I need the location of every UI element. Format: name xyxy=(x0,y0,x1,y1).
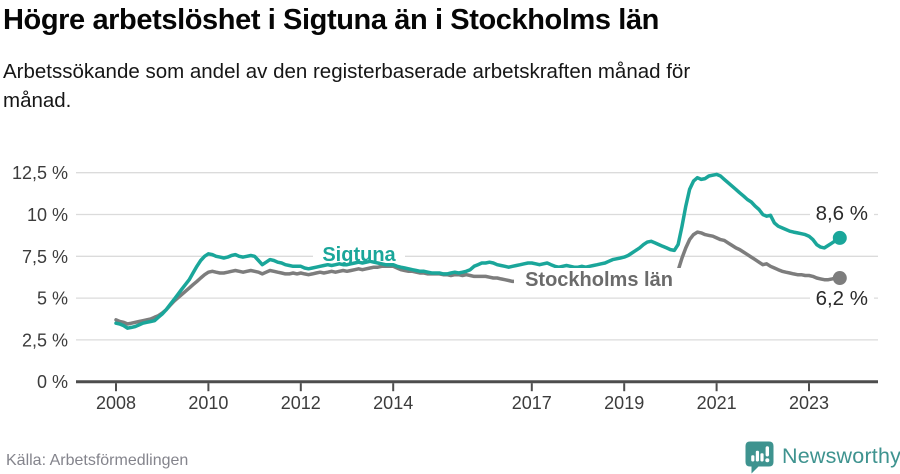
x-tick-label: 2012 xyxy=(281,393,321,413)
page-subtitle: Arbetssökande som andel av den registerb… xyxy=(3,60,691,113)
series-label-mask-sigtuna xyxy=(313,242,405,260)
y-tick-label: 12,5 % xyxy=(12,163,68,183)
y-tick-label: 10 % xyxy=(27,205,68,225)
x-tick-label: 2010 xyxy=(188,393,228,413)
newsworthy-bubble-chart-icon xyxy=(745,441,774,473)
x-tick-label: 2019 xyxy=(604,393,644,413)
series-label-mask-stockholms-lan xyxy=(514,268,684,296)
page-title: Högre arbetslöshet i Sigtuna än i Stockh… xyxy=(3,4,659,36)
brand-name: Newsworthy xyxy=(782,444,900,468)
end-dot-stockholms-lan xyxy=(832,271,847,286)
value-label-mask-sigtuna xyxy=(810,202,874,226)
series-line-sigtuna xyxy=(114,172,842,330)
y-tick-label: 5 % xyxy=(37,289,68,309)
value-label-mask-stockholms-lan xyxy=(810,289,874,311)
end-dot-sigtuna xyxy=(832,230,847,245)
y-tick-label: 0 % xyxy=(37,372,68,392)
value-label-sigtuna: 8,6 % xyxy=(816,202,868,225)
x-tick-label: 2014 xyxy=(373,393,413,413)
y-tick-label: 7,5 % xyxy=(22,247,68,267)
value-label-stockholms-lan: 6,2 % xyxy=(816,287,868,310)
series-line-stockholms-lan xyxy=(114,230,842,326)
newsworthy-logo: Newsworthy xyxy=(744,439,900,474)
series-label-stockholms-lan: Stockholms län xyxy=(525,269,673,291)
x-tick-label: 2023 xyxy=(789,393,829,413)
y-tick-label: 2,5 % xyxy=(22,330,68,350)
series-label-sigtuna: Sigtuna xyxy=(322,244,396,266)
x-tick-label: 2017 xyxy=(512,393,552,413)
x-tick-label: 2008 xyxy=(96,393,136,413)
x-tick-label: 2021 xyxy=(697,393,737,413)
source-text: Källa: Arbetsförmedlingen xyxy=(6,452,189,469)
